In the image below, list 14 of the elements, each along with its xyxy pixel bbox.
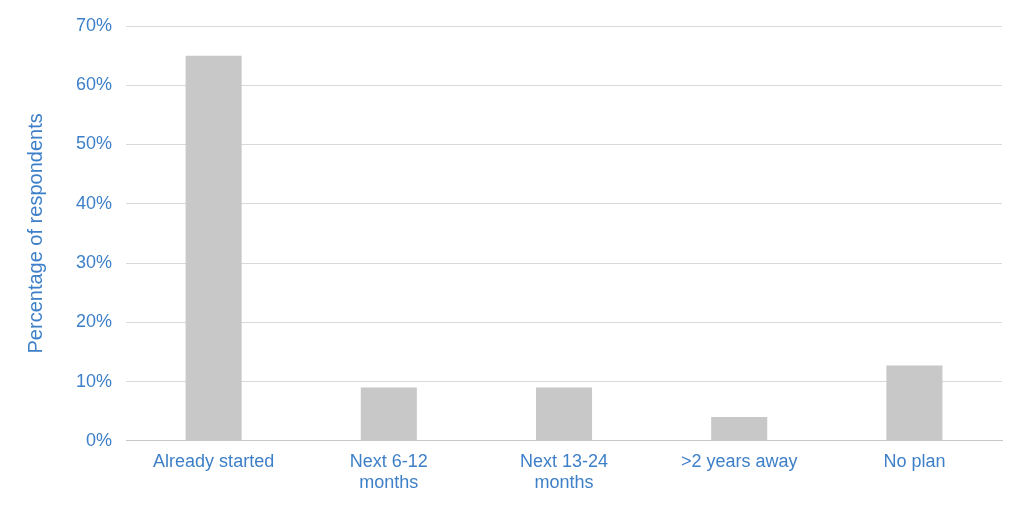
y-tick-label: 50% <box>76 133 113 154</box>
y-tick-label: 30% <box>76 252 113 272</box>
x-tick-label: Next 13-24 months <box>519 450 609 493</box>
y-tick-label: 70% <box>76 14 113 35</box>
x-tick-label: Next 6-12 months <box>349 450 428 493</box>
y-axis-title: Percentage of respondents <box>23 113 46 354</box>
x-tick-label: >2 years away <box>680 450 798 471</box>
y-tick-label: 10% <box>76 370 113 391</box>
x-tick-label: Already started <box>153 450 275 471</box>
y-tick-label: 40% <box>76 192 113 213</box>
x-tick-label: No plan <box>883 450 946 471</box>
y-tick-label: 20% <box>76 311 113 332</box>
y-tick-label: 0% <box>86 429 113 450</box>
y-tick-label: 60% <box>76 74 113 95</box>
